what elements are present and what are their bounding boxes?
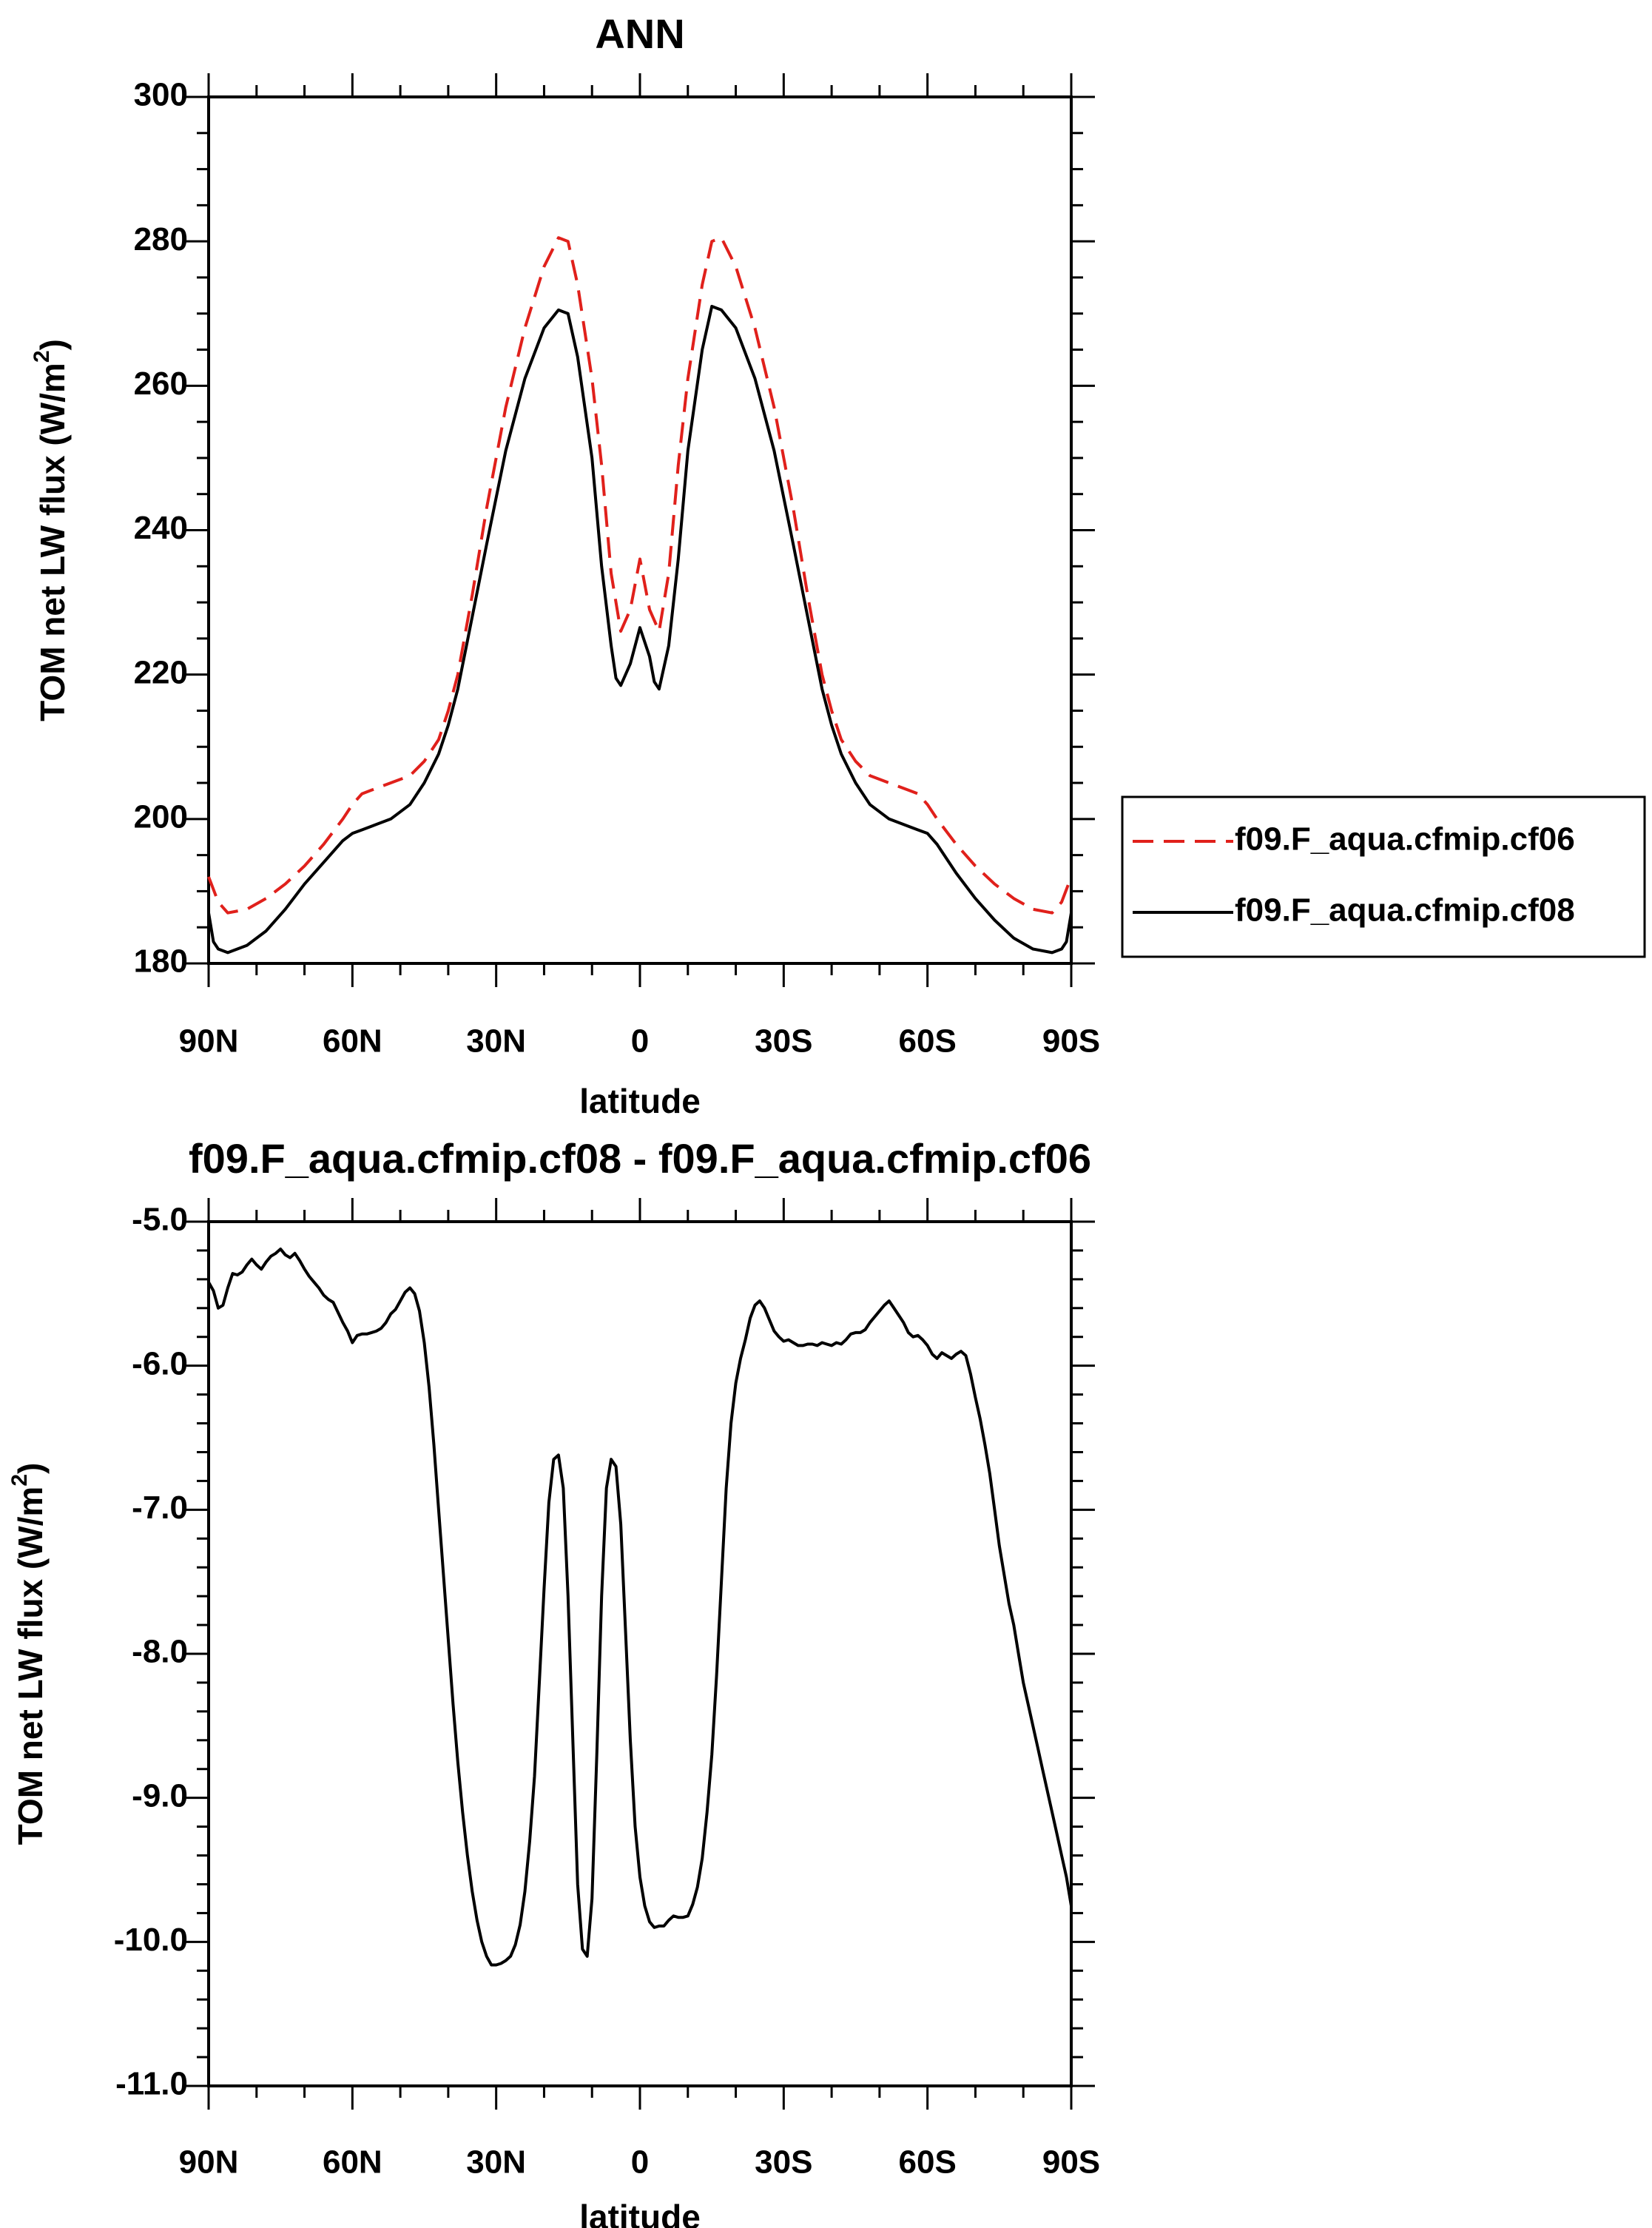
x-axis-label: latitude: [579, 1082, 701, 1120]
y-tick-label: -7.0: [132, 1490, 188, 1526]
x-tick-label: 60N: [323, 2144, 382, 2181]
y-tick-label: 180: [134, 943, 188, 980]
series-line-0: [207, 236, 1073, 915]
y-axis-label: TOM net LW flux (W/m2): [7, 1463, 50, 1845]
x-tick-label: 30N: [466, 2144, 526, 2181]
x-tick-label: 90N: [179, 1023, 239, 1060]
y-tick-label: 300: [134, 77, 188, 113]
x-tick-label: 60S: [899, 1023, 957, 1060]
y-tick-label: 280: [134, 221, 188, 258]
y-axis-label: TOM net LW flux (W/m2): [30, 339, 72, 721]
chart-title: f09.F_aqua.cfmip.cf08 - f09.F_aqua.cfmip…: [189, 1135, 1091, 1182]
y-tick-label: -11.0: [115, 2066, 188, 2102]
legend-box: [1121, 795, 1646, 958]
legend-label-1: f09.F_aqua.cfmip.cf08: [1235, 892, 1575, 929]
x-tick-label: 0: [631, 1023, 649, 1060]
x-tick-label: 30N: [466, 1023, 526, 1060]
y-tick-label: -6.0: [132, 1345, 188, 1381]
legend: f09.F_aqua.cfmip.cf06 f09.F_aqua.cfmip.cf…: [1121, 795, 1646, 958]
panel-ann: ANN 90N 60N 30N 0 30S 60S 90S 180 200 220 240 260 280…: [30, 10, 1646, 1120]
y-tick-label: 240: [134, 510, 188, 546]
y-tick-label: 260: [134, 366, 188, 402]
series-line-1: [207, 305, 1073, 955]
legend-label-0: f09.F_aqua.cfmip.cf06: [1235, 821, 1575, 858]
y-tick-label: -10.0: [114, 1922, 188, 1958]
x-tick-label: 90N: [179, 2144, 239, 2181]
y-tick-label: 200: [134, 798, 188, 835]
x-tick-label: 0: [631, 2144, 649, 2181]
x-tick-label: 30S: [755, 2144, 812, 2181]
plot-frame: [207, 95, 1073, 965]
x-tick-label: 60N: [323, 1023, 382, 1060]
chart-title: ANN: [595, 10, 684, 57]
y-tick-label: -9.0: [132, 1777, 188, 1814]
x-tick-label: 90S: [1042, 1023, 1100, 1060]
x-tick-label: 90S: [1042, 2144, 1100, 2181]
series-line-0: [207, 1248, 1073, 1967]
x-axis-label: latitude: [579, 2198, 701, 2228]
x-tick-label: 60S: [899, 2144, 957, 2181]
y-tick-label: 220: [134, 654, 188, 690]
x-tick-label: 30S: [755, 1023, 812, 1060]
y-tick-label: -8.0: [132, 1634, 188, 1670]
y-tick-label: -5.0: [132, 1202, 188, 1238]
panel-difference: f09.F_aqua.cfmip.cf08 - f09.F_aqua.cfmip…: [7, 1135, 1100, 2228]
